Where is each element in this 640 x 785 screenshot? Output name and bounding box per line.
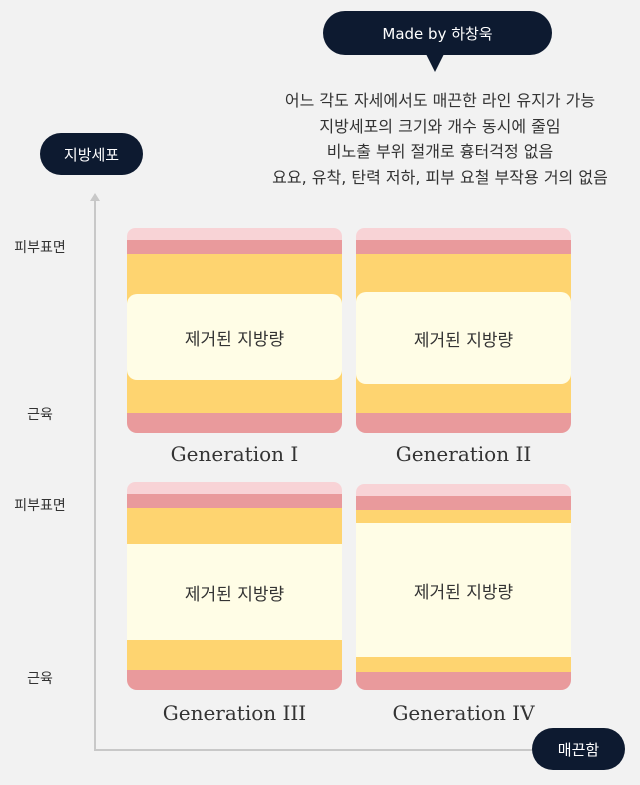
muscle-layer xyxy=(356,413,571,433)
x-axis-title-text: 매끈함 xyxy=(557,740,600,759)
dermis-layer xyxy=(356,496,571,512)
generation-label: Generation I xyxy=(170,442,299,466)
skin-layer xyxy=(356,484,571,498)
y-axis-title: 지방세포 xyxy=(40,133,143,175)
generation-label: Generation III xyxy=(162,701,307,725)
generation-label: Generation II xyxy=(395,442,532,466)
label-muscle: 근육 xyxy=(27,407,53,423)
credit-bubble: Made by 하창욱 xyxy=(323,11,552,55)
y-axis-arrow xyxy=(90,193,100,201)
credit-bubble-tail xyxy=(426,54,444,72)
description-line: 요요, 유착, 탄력 저하, 피부 요철 부작용 거의 없음 xyxy=(272,167,608,187)
removed-fat-label: 제거된 지방량 xyxy=(184,584,285,605)
removed-fat-region: 제거된 지방량 xyxy=(356,292,571,384)
panel-generation-1: 제거된 지방량 xyxy=(127,228,342,433)
x-axis-title: 매끈함 xyxy=(532,728,625,770)
skin-layer xyxy=(127,482,342,496)
muscle-layer xyxy=(356,672,571,690)
label-muscle: 근육 xyxy=(27,671,53,687)
skin-layer xyxy=(127,228,342,242)
panel-generation-3: 제거된 지방량 xyxy=(127,482,342,690)
muscle-layer xyxy=(127,413,342,433)
y-axis xyxy=(94,200,96,750)
label-skin-surface: 피부표면 xyxy=(14,240,66,256)
generation-label: Generation IV xyxy=(392,701,535,725)
panel-generation-2: 제거된 지방량 xyxy=(356,228,571,433)
removed-fat-label: 제거된 지방량 xyxy=(413,582,514,603)
removed-fat-region: 제거된 지방량 xyxy=(127,294,342,380)
skin-layer xyxy=(356,228,571,242)
dermis-layer xyxy=(127,240,342,256)
removed-fat-label: 제거된 지방량 xyxy=(413,330,514,351)
removed-fat-region: 제거된 지방량 xyxy=(127,544,342,640)
description: 어느 각도 자세에서도 매끈한 라인 유지가 가능 지방세포의 크기와 개수 동… xyxy=(240,88,640,190)
dermis-layer xyxy=(356,240,571,256)
panel-generation-4: 제거된 지방량 xyxy=(356,484,571,690)
label-skin-surface: 피부표면 xyxy=(14,498,66,514)
removed-fat-region: 제거된 지방량 xyxy=(356,523,571,657)
muscle-layer xyxy=(127,670,342,690)
x-axis xyxy=(94,749,534,751)
description-line: 비노출 부위 절개로 흉터걱정 없음 xyxy=(326,142,554,161)
credit-text: Made by 하창욱 xyxy=(382,24,493,43)
description-line: 지방세포의 크기와 개수 동시에 줄임 xyxy=(319,116,561,136)
description-line: 어느 각도 자세에서도 매끈한 라인 유지가 가능 xyxy=(284,91,596,110)
y-axis-title-text: 지방세포 xyxy=(63,145,120,164)
dermis-layer xyxy=(127,494,342,510)
removed-fat-label: 제거된 지방량 xyxy=(184,329,285,350)
